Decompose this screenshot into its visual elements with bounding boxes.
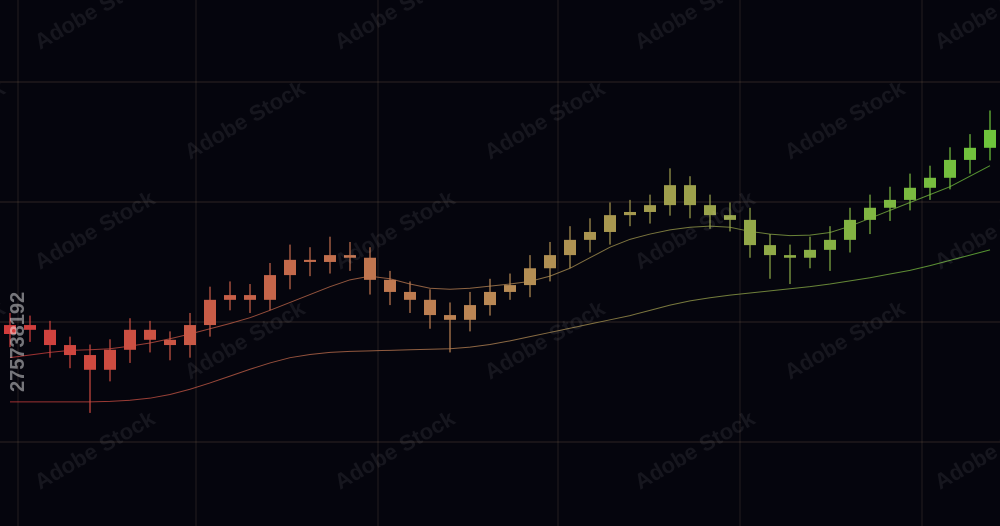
watermark-text: Adobe Stock [930,0,1000,54]
watermark-text: Adobe Stock [330,0,460,54]
candle-body [44,329,56,346]
candle-body [464,305,476,320]
candle-body [964,147,976,160]
watermark-text: Adobe Stock [780,75,910,164]
candle-body [564,239,576,256]
moving-average-line [9,165,991,359]
candle-body [624,211,636,216]
candle-body [764,245,776,256]
watermark-text: Adobe Stock [0,75,10,164]
candle-body [684,185,696,206]
candle-body [864,207,876,220]
candle-body [884,199,896,208]
candle-body [784,255,796,258]
candle-body [204,299,216,326]
candle-body [184,325,196,346]
candle-body [84,355,96,370]
candle-body [364,257,376,280]
candle-body [384,279,396,292]
watermark-text: Adobe Stock [930,185,1000,274]
candle-body [144,329,156,340]
candle-body [304,259,316,262]
watermark-text: Adobe Stock [180,75,310,164]
candle-body [24,325,36,330]
moving-average-line [10,249,991,403]
candle-body [744,219,756,246]
candle-body [324,255,336,262]
watermark-text: Adobe Stock [30,405,160,494]
candle-body [904,187,916,200]
candle-body [544,255,556,269]
candle-body [724,215,736,220]
candle-body [584,231,596,240]
candle-body [444,315,456,320]
watermark-text: Adobe Stock [930,405,1000,494]
watermark-text: Adobe Stock [330,405,460,494]
candle-body [264,275,276,300]
candle-body [524,268,536,286]
watermark-text: Adobe Stock [480,295,610,384]
candle-body [484,291,496,306]
candle-body [344,255,356,258]
watermark-text: Adobe Stock [780,295,910,384]
candle-body [804,249,816,258]
candle-body [4,325,16,335]
candle-body [284,259,296,276]
watermark-text: Adobe Stock [30,0,160,54]
watermark-text: Adobe Stock [480,75,610,164]
candle-body [604,215,616,232]
candles [4,110,996,413]
candle-body [924,177,936,188]
watermark-text: Adobe Stock [330,185,460,274]
watermark-text: Adobe Stock [30,185,160,274]
candle-body [664,185,676,206]
candle-body [644,205,656,212]
candle-body [504,285,516,292]
moving-averages [9,165,991,403]
candle-body [244,295,256,300]
candle-body [64,345,76,356]
candle-body [224,295,236,300]
candle-body [844,219,856,240]
candle-body [404,291,416,300]
candle-body [124,329,136,350]
candle-body [944,159,956,178]
candle-body [704,205,716,216]
candle-body [104,349,116,370]
image-id: 275738192 [7,292,29,392]
candle-body [424,299,436,316]
candle-body [164,339,176,346]
candle-body [984,129,996,148]
candle-body [824,239,836,250]
